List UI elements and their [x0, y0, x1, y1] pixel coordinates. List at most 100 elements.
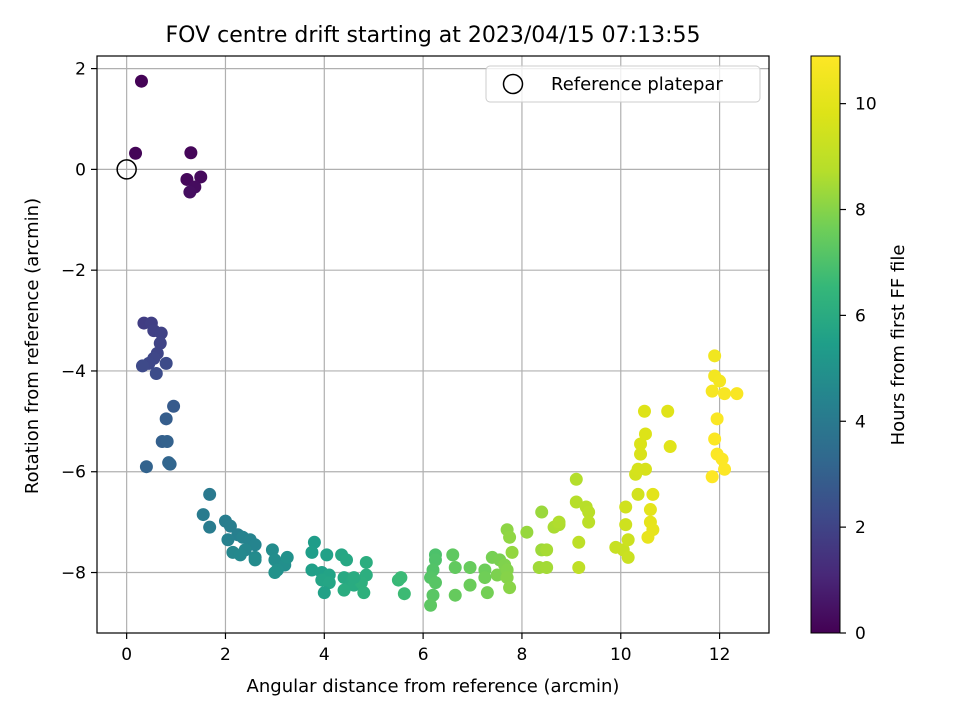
- x-tick-label: 4: [319, 645, 330, 665]
- colorbar-tick-label: 8: [855, 201, 866, 221]
- data-point: [637, 404, 651, 418]
- data-point: [428, 553, 442, 567]
- data-point: [322, 576, 336, 590]
- data-point: [340, 553, 354, 567]
- data-point: [540, 543, 554, 557]
- data-point: [646, 487, 660, 501]
- colorbar-label: Hours from first FF file: [888, 245, 909, 446]
- y-axis-label: Rotation from reference (arcmin): [22, 198, 43, 494]
- data-point: [317, 586, 331, 600]
- data-point: [268, 566, 282, 580]
- axes: 0 2 4 6 8 10 12 2 0 −2 −4 −6 −8: [61, 55, 770, 665]
- plot-background: [97, 56, 769, 633]
- data-point: [203, 487, 217, 501]
- data-point: [248, 553, 262, 567]
- data-point: [569, 472, 583, 486]
- data-point: [305, 545, 319, 559]
- data-point: [503, 581, 517, 595]
- data-point: [280, 550, 294, 564]
- data-point: [710, 412, 724, 426]
- data-point: [478, 571, 492, 585]
- data-point: [153, 336, 167, 350]
- x-tick-label: 12: [709, 645, 731, 665]
- colorbar: 0 2 4 6 8 10 Hours from first FF file: [810, 55, 909, 644]
- data-point: [708, 349, 722, 363]
- x-tick-label: 10: [610, 645, 632, 665]
- data-point: [582, 505, 596, 519]
- data-point: [307, 535, 321, 549]
- x-tick-label: 6: [418, 645, 429, 665]
- data-point: [730, 387, 744, 401]
- data-point: [162, 456, 176, 470]
- legend-label: Reference platepar: [551, 74, 723, 95]
- data-point: [619, 500, 633, 514]
- data-point: [463, 578, 477, 592]
- data-point: [641, 530, 655, 544]
- data-point: [320, 548, 334, 562]
- data-point: [535, 505, 549, 519]
- data-point: [221, 533, 235, 547]
- data-point: [347, 571, 361, 585]
- data-point: [715, 452, 729, 466]
- data-point: [582, 515, 596, 529]
- colorbar-gradient: [810, 55, 841, 634]
- y-tick-label: 0: [75, 160, 86, 180]
- data-point: [446, 548, 460, 562]
- data-point: [159, 412, 173, 426]
- data-point: [503, 530, 517, 544]
- data-point: [448, 588, 462, 602]
- data-point: [638, 427, 652, 441]
- data-point: [619, 518, 633, 532]
- data-point: [705, 384, 719, 398]
- legend-marker-icon: [502, 73, 524, 95]
- data-point: [135, 359, 149, 373]
- data-point: [490, 568, 504, 582]
- data-point: [194, 170, 208, 184]
- data-point: [394, 571, 408, 585]
- data-point: [520, 525, 534, 539]
- axes-frame: [96, 55, 770, 634]
- data-point: [621, 533, 635, 547]
- reference-platepar-marker: [116, 159, 137, 180]
- colorbar-tick-label: 0: [855, 624, 866, 644]
- data-point: [268, 553, 282, 567]
- data-point: [480, 586, 494, 600]
- data-point: [134, 74, 148, 88]
- data-point: [154, 326, 168, 340]
- data-point: [540, 560, 554, 574]
- data-point: [718, 462, 732, 476]
- data-point: [183, 185, 197, 199]
- data-point: [160, 435, 174, 449]
- data-point: [248, 538, 262, 552]
- data-point: [634, 437, 648, 451]
- data-point: [718, 387, 732, 401]
- data-point: [159, 356, 173, 370]
- data-point: [233, 548, 247, 562]
- data-point: [621, 550, 635, 564]
- colorbar-tick-label: 4: [855, 412, 866, 432]
- data-point: [663, 440, 677, 454]
- y-tick-label: −2: [61, 261, 86, 281]
- data-point: [631, 487, 645, 501]
- data-point: [705, 470, 719, 484]
- data-point: [129, 146, 143, 160]
- legend-box: [485, 65, 761, 103]
- data-point: [223, 519, 237, 533]
- data-point: [424, 598, 438, 612]
- data-point: [643, 503, 657, 517]
- data-point: [552, 515, 566, 529]
- data-point: [634, 447, 648, 461]
- colorbar-tick-label: 10: [855, 95, 877, 115]
- y-tick-label: −6: [61, 463, 86, 483]
- data-point: [184, 146, 198, 160]
- data-point: [572, 535, 586, 549]
- data-point: [572, 560, 586, 574]
- colorbar-tick-label: 6: [855, 306, 866, 326]
- data-point: [661, 404, 675, 418]
- data-point: [713, 374, 727, 388]
- colorbar-tick-label: 2: [855, 518, 866, 538]
- data-point: [426, 588, 440, 602]
- data-point: [638, 462, 652, 476]
- colorbar-ticks: 0 2 4 6 8 10: [840, 95, 877, 644]
